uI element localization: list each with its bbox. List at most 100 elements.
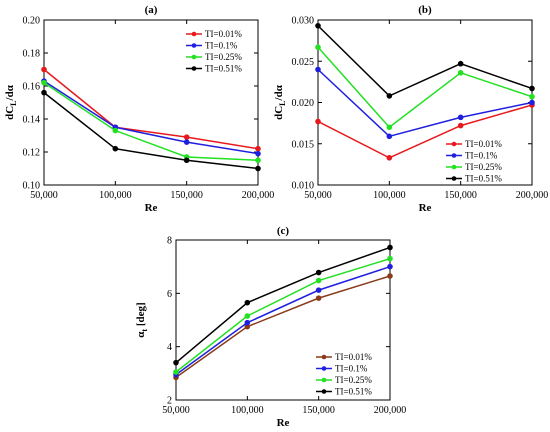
data-point [315, 295, 322, 301]
data-point [386, 133, 393, 140]
legend-swatch-marker [191, 54, 197, 60]
plot-frame [43, 19, 259, 186]
chart-panel-3: (c) 50,000 100,000 150,000 200,000 2 4 6 8 Re αt [… [135, 225, 406, 429]
data-point [244, 313, 251, 319]
data-point [255, 150, 261, 157]
legend-entry: TI=0.25% [465, 162, 502, 172]
data-point [41, 79, 47, 86]
data-point [387, 263, 393, 270]
data-point [529, 93, 535, 100]
data-point [529, 85, 535, 92]
y-tick-label: 0.12 [23, 148, 41, 159]
legend-swatch-marker [321, 389, 327, 394]
legend-entry: TI=0.1% [465, 151, 498, 161]
series-line [317, 104, 533, 159]
data-point [387, 255, 393, 262]
x-tick-label: 50,000 [304, 190, 332, 201]
data-point [112, 127, 119, 134]
y-tick-label: 0.010 [292, 181, 315, 192]
series-line [175, 246, 391, 364]
y-axis-label: αt [deg] [135, 302, 149, 337]
data-point [41, 66, 47, 73]
data-point [386, 124, 393, 131]
legend: TI=0.01% TI=0.1%TI=0.25% TI=0.51% [316, 352, 372, 397]
legend-swatch-marker [191, 31, 197, 37]
y-tick-label: 0.16 [23, 82, 41, 93]
data-point [315, 118, 321, 125]
x-tick-label: 150,000 [170, 190, 203, 201]
series-2 [315, 66, 535, 140]
series-4 [173, 244, 393, 366]
data-point [529, 99, 535, 106]
y-tick-label: 0.18 [23, 49, 41, 60]
data-point [457, 122, 464, 129]
series-line [317, 68, 533, 138]
data-point [244, 299, 251, 306]
series-line [43, 68, 259, 150]
x-axis-label: Re [277, 417, 290, 429]
data-point [183, 139, 190, 145]
x-axis-label: Re [419, 202, 432, 214]
series-4 [315, 22, 535, 99]
series-line [43, 80, 259, 155]
data-point [183, 157, 190, 164]
legend-entry: TI=0.25% [205, 52, 242, 62]
y-tick-label: 0.030 [292, 16, 315, 27]
legend-swatch-marker [321, 354, 327, 360]
chart-panel-2: (b) 50,000 100,000 150,000 200,000 0.010 0.015… [273, 4, 548, 214]
plot-frame [175, 239, 391, 401]
data-point [315, 277, 322, 284]
legend-swatch-marker [191, 66, 197, 71]
y-tick-label: 0.020 [292, 98, 315, 109]
legend-entry: TI=0.1% [205, 41, 238, 51]
data-point [386, 93, 393, 99]
y-tick-label: 0.025 [292, 57, 315, 68]
data-point [173, 369, 179, 375]
legend-swatch-marker [451, 176, 457, 181]
x-axis-label: Re [145, 202, 158, 214]
legend-entry: TI=0.01% [465, 139, 502, 149]
data-point [255, 157, 261, 164]
series-line [317, 25, 533, 97]
x-tick-label: 100,000 [373, 190, 406, 201]
series-line [317, 46, 533, 129]
y-tick-label: 6 [167, 289, 172, 300]
y-axis-label: dCL/dα [4, 84, 18, 120]
data-point [315, 269, 322, 276]
legend-swatch-marker [451, 141, 457, 147]
data-point [457, 70, 464, 76]
data-point [255, 165, 261, 172]
x-tick-label: 200,000 [242, 190, 275, 201]
series-1 [41, 66, 261, 152]
data-point [244, 319, 251, 326]
data-point [315, 22, 321, 29]
data-point [315, 44, 321, 51]
series-line [43, 92, 259, 170]
legend-entry: TI=0.01% [205, 29, 242, 39]
legend-swatch-marker [191, 43, 197, 48]
legend-entry: TI=0.51% [205, 64, 242, 74]
series-line [43, 82, 259, 161]
legend: TI=0.01% TI=0.1%TI=0.25% TI=0.51% [446, 139, 502, 184]
chart-title: (b) [418, 4, 432, 16]
chart-panel-1: (a) 50,000 100,000 150,000 200,000 0.10 0.12 0.… [4, 4, 274, 214]
legend-entry: TI=0.51% [465, 174, 502, 184]
data-point [387, 273, 393, 279]
chart-title: (c) [277, 225, 290, 237]
legend-swatch-marker [451, 164, 457, 170]
x-tick-label: 150,000 [444, 190, 477, 201]
series-4 [41, 89, 261, 172]
legend-swatch-marker [321, 366, 327, 371]
data-point [387, 244, 393, 251]
data-point [112, 145, 119, 152]
x-tick-label: 200,000 [516, 190, 549, 201]
y-axis-label: dCL/dα [273, 84, 287, 120]
data-point [183, 134, 190, 140]
legend-swatch-marker [451, 153, 457, 158]
x-tick-label: 50,000 [162, 405, 190, 416]
y-tick-label: 0.20 [23, 16, 41, 27]
series-3 [173, 255, 393, 375]
y-tick-label: 0.015 [292, 139, 315, 150]
y-tick-label: 0.10 [23, 181, 41, 192]
